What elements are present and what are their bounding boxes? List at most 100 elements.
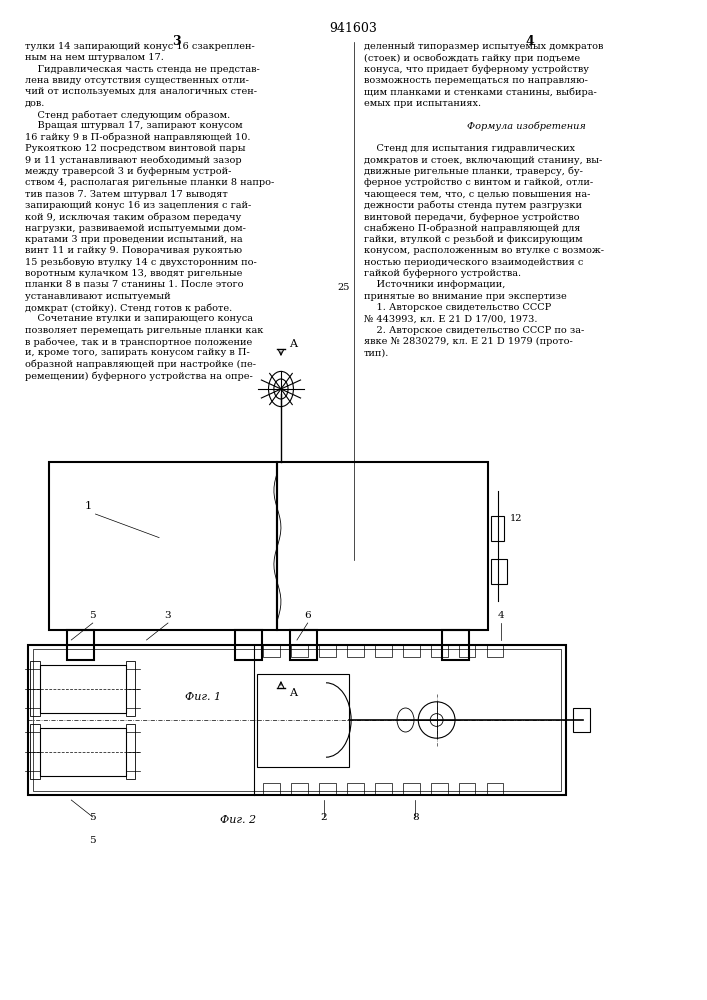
Text: ферное устройство с винтом и гайкой, отли-: ферное устройство с винтом и гайкой, отл… — [364, 178, 593, 187]
Bar — [347, 783, 363, 795]
Text: 12: 12 — [510, 514, 522, 523]
Text: домкратов и стоек, включающий станину, вы-: домкратов и стоек, включающий станину, в… — [364, 156, 602, 165]
Text: образной направляющей при настройке (пе-: образной направляющей при настройке (пе- — [25, 360, 256, 369]
Text: конусом, расположенным во втулке с возмож-: конусом, расположенным во втулке с возмо… — [364, 246, 604, 255]
Text: тип).: тип). — [364, 348, 390, 357]
Text: лена ввиду отсутствия существенных отли-: лена ввиду отсутствия существенных отли- — [25, 76, 249, 85]
Bar — [126, 661, 136, 716]
Bar — [263, 783, 280, 795]
Text: ным на нем штурвалом 17.: ным на нем штурвалом 17. — [25, 53, 163, 62]
Text: ремещении) буферного устройства на опре-: ремещении) буферного устройства на опре- — [25, 371, 252, 381]
Bar — [319, 645, 336, 657]
Bar — [33, 649, 561, 791]
Text: Фиг. 2: Фиг. 2 — [220, 815, 256, 825]
Text: (стоек) и освобождать гайку при подъеме: (стоек) и освобождать гайку при подъеме — [364, 53, 580, 63]
Text: винтовой передачи, буферное устройство: винтовой передачи, буферное устройство — [364, 212, 580, 222]
Bar — [403, 783, 419, 795]
Bar — [126, 724, 136, 779]
Text: 4: 4 — [498, 611, 504, 620]
Text: позволяет перемещать ригельные планки как: позволяет перемещать ригельные планки ка… — [25, 326, 263, 335]
Text: 5: 5 — [90, 611, 96, 620]
Text: Стенд работает следующим образом.: Стенд работает следующим образом. — [25, 110, 230, 120]
Text: ностью периодического взаимодействия с: ностью периодического взаимодействия с — [364, 258, 583, 267]
Bar — [30, 724, 40, 779]
Text: № 443993, кл. E 21 D 17/00, 1973.: № 443993, кл. E 21 D 17/00, 1973. — [364, 314, 537, 323]
Text: Фиг. 1: Фиг. 1 — [185, 692, 221, 702]
Text: домкрат (стойку). Стенд готов к работе.: домкрат (стойку). Стенд готов к работе. — [25, 303, 232, 313]
Text: деленный типоразмер испытуемых домкратов: деленный типоразмер испытуемых домкратов — [364, 42, 604, 51]
Text: снабжено П-образной направляющей для: снабжено П-образной направляющей для — [364, 224, 580, 233]
Text: 25: 25 — [337, 282, 350, 292]
Text: 3: 3 — [173, 35, 181, 48]
Bar — [459, 783, 476, 795]
Bar — [40, 664, 126, 712]
Text: щим планками и стенками станины, выбира-: щим планками и стенками станины, выбира- — [364, 87, 597, 97]
Text: ством 4, располагая ригельные планки 8 напро-: ством 4, располагая ригельные планки 8 н… — [25, 178, 274, 187]
Text: устанавливают испытуемый: устанавливают испытуемый — [25, 292, 170, 301]
Bar — [375, 783, 392, 795]
Text: чий от используемых для аналогичных стен-: чий от используемых для аналогичных стен… — [25, 87, 257, 96]
Bar — [277, 462, 488, 630]
Bar — [49, 462, 277, 630]
Bar — [319, 783, 336, 795]
Text: и, кроме того, запирать конусом гайку в П-: и, кроме того, запирать конусом гайку в … — [25, 348, 250, 357]
Text: A: A — [289, 688, 298, 698]
Text: 2: 2 — [320, 813, 327, 822]
Text: запирающий конус 16 из зацепления с гай-: запирающий конус 16 из зацепления с гай- — [25, 201, 251, 210]
Bar — [403, 645, 419, 657]
Text: дов.: дов. — [25, 99, 45, 108]
Text: Источники информации,: Источники информации, — [364, 280, 506, 289]
Text: кой 9, исключая таким образом передачу: кой 9, исключая таким образом передачу — [25, 212, 241, 222]
Text: принятые во внимание при экспертизе: принятые во внимание при экспертизе — [364, 292, 567, 301]
Text: возможность перемещаться по направляю-: возможность перемещаться по направляю- — [364, 76, 588, 85]
Bar — [263, 645, 280, 657]
Bar — [486, 783, 503, 795]
Text: воротным кулачком 13, вводят ригельные: воротным кулачком 13, вводят ригельные — [25, 269, 242, 278]
Text: 5: 5 — [90, 813, 96, 822]
Text: 2. Авторское свидетельство СССР по за-: 2. Авторское свидетельство СССР по за- — [364, 326, 585, 335]
Text: тив пазов 7. Затем штурвал 17 выводят: тив пазов 7. Затем штурвал 17 выводят — [25, 190, 228, 199]
Text: емых при испытаниях.: емых при испытаниях. — [364, 99, 481, 108]
Text: 16 гайку 9 в П-образной направляющей 10.: 16 гайку 9 в П-образной направляющей 10. — [25, 133, 250, 142]
Bar — [235, 630, 262, 660]
Text: между траверсой 3 и буферным устрой-: между траверсой 3 и буферным устрой- — [25, 167, 231, 176]
Text: 1. Авторское свидетельство СССР: 1. Авторское свидетельство СССР — [364, 303, 551, 312]
Text: 8: 8 — [412, 813, 419, 822]
Bar — [67, 630, 94, 660]
Text: 941603: 941603 — [329, 22, 378, 35]
Bar — [459, 645, 476, 657]
Text: нагрузки, развиваемой испытуемыми дом-: нагрузки, развиваемой испытуемыми дом- — [25, 224, 245, 233]
Text: Гидравлическая часть стенда не представ-: Гидравлическая часть стенда не представ- — [25, 65, 259, 74]
Bar — [28, 645, 566, 795]
Bar — [375, 645, 392, 657]
Text: конуса, что придает буферному устройству: конуса, что придает буферному устройству — [364, 65, 589, 74]
Bar — [30, 661, 40, 716]
Text: 3: 3 — [165, 611, 171, 620]
Text: чающееся тем, что, с целью повышения на-: чающееся тем, что, с целью повышения на- — [364, 190, 590, 199]
Text: 15 резьбовую втулку 14 с двухсторонним по-: 15 резьбовую втулку 14 с двухсторонним п… — [25, 258, 257, 267]
Text: гайки, втулкой с резьбой и фиксирующим: гайки, втулкой с резьбой и фиксирующим — [364, 235, 583, 244]
Bar — [257, 674, 349, 766]
Bar — [486, 645, 503, 657]
Bar — [291, 645, 308, 657]
Bar — [573, 708, 590, 732]
Text: 4: 4 — [526, 35, 534, 48]
Text: в рабочее, так и в транспортное положение: в рабочее, так и в транспортное положени… — [25, 337, 252, 347]
Text: Вращая штурвал 17, запирают конусом: Вращая штурвал 17, запирают конусом — [25, 121, 243, 130]
Text: Сочетание втулки и запирающего конуса: Сочетание втулки и запирающего конуса — [25, 314, 252, 323]
Text: 1: 1 — [85, 501, 92, 511]
Bar — [442, 630, 469, 660]
Bar — [291, 783, 308, 795]
Text: 5: 5 — [90, 836, 96, 845]
Text: 6: 6 — [305, 611, 311, 620]
Bar — [491, 516, 504, 541]
Bar — [347, 645, 363, 657]
Bar — [431, 783, 448, 795]
Bar — [431, 645, 448, 657]
Text: дежности работы стенда путем разгрузки: дежности работы стенда путем разгрузки — [364, 201, 582, 210]
Text: тулки 14 запирающий конус 16 сзакреплен-: тулки 14 запирающий конус 16 сзакреплен- — [25, 42, 255, 51]
Text: кратами 3 при проведении испытаний, на: кратами 3 при проведении испытаний, на — [25, 235, 243, 244]
Text: Рукояткою 12 посредством винтовой пары: Рукояткою 12 посредством винтовой пары — [25, 144, 245, 153]
Text: планки 8 в пазы 7 станины 1. После этого: планки 8 в пазы 7 станины 1. После этого — [25, 280, 243, 289]
Text: гайкой буферного устройства.: гайкой буферного устройства. — [364, 269, 521, 278]
